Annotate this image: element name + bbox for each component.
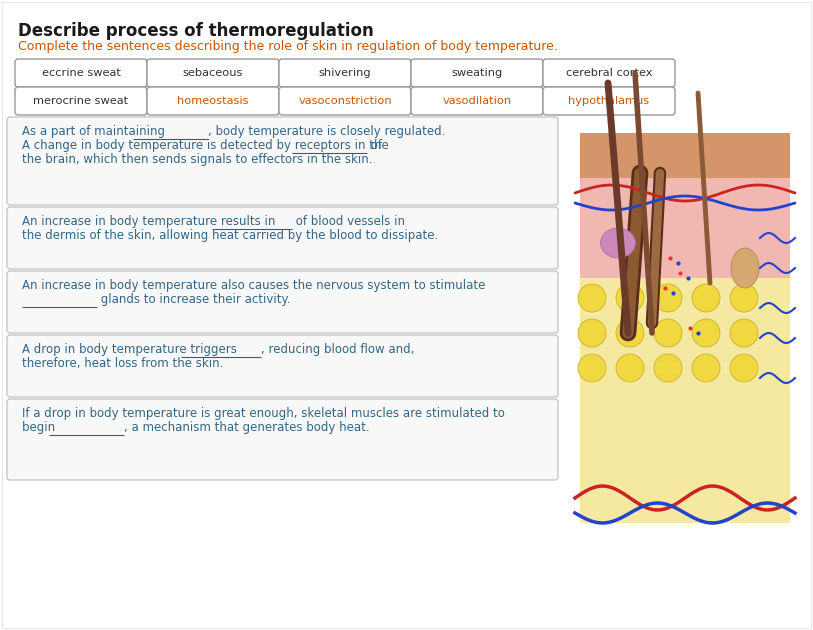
Circle shape <box>654 284 682 312</box>
Text: An increase in body temperature also causes the nervous system to stimulate: An increase in body temperature also cau… <box>22 279 485 292</box>
Ellipse shape <box>601 228 636 258</box>
Text: cerebral cortex: cerebral cortex <box>566 68 652 78</box>
FancyBboxPatch shape <box>580 133 790 523</box>
Text: the brain, which then sends signals to effectors in the skin.: the brain, which then sends signals to e… <box>22 153 372 166</box>
FancyBboxPatch shape <box>7 271 558 333</box>
Circle shape <box>616 354 644 382</box>
Text: An increase in body temperature results in: An increase in body temperature results … <box>22 215 279 228</box>
FancyBboxPatch shape <box>279 59 411 87</box>
Text: begin: begin <box>22 421 59 434</box>
Text: homeostasis: homeostasis <box>177 96 249 106</box>
Text: of blood vessels in: of blood vessels in <box>292 215 405 228</box>
FancyBboxPatch shape <box>147 59 279 87</box>
FancyBboxPatch shape <box>7 207 558 269</box>
Text: , a mechanism that generates body heat.: , a mechanism that generates body heat. <box>124 421 369 434</box>
Text: vasoconstriction: vasoconstriction <box>298 96 392 106</box>
Polygon shape <box>580 178 790 278</box>
Text: Describe process of thermoregulation: Describe process of thermoregulation <box>18 22 374 40</box>
Circle shape <box>730 319 758 347</box>
Text: Complete the sentences describing the role of skin in regulation of body tempera: Complete the sentences describing the ro… <box>18 40 558 53</box>
FancyBboxPatch shape <box>543 59 675 87</box>
Text: of: of <box>367 139 381 152</box>
FancyBboxPatch shape <box>15 87 147 115</box>
Polygon shape <box>580 278 790 523</box>
Circle shape <box>692 319 720 347</box>
Text: merocrine sweat: merocrine sweat <box>33 96 128 106</box>
Circle shape <box>730 284 758 312</box>
Text: shivering: shivering <box>319 68 372 78</box>
Text: the dermis of the skin, allowing heat carried by the blood to dissipate.: the dermis of the skin, allowing heat ca… <box>22 229 438 242</box>
Circle shape <box>692 354 720 382</box>
FancyBboxPatch shape <box>7 335 558 397</box>
Text: As a part of maintaining: As a part of maintaining <box>22 125 169 138</box>
Text: glands to increase their activity.: glands to increase their activity. <box>97 293 290 306</box>
Circle shape <box>578 354 606 382</box>
Circle shape <box>578 319 606 347</box>
Text: hypothalamus: hypothalamus <box>568 96 650 106</box>
FancyBboxPatch shape <box>411 87 543 115</box>
FancyBboxPatch shape <box>279 87 411 115</box>
Text: , reducing blood flow and,: , reducing blood flow and, <box>261 343 415 356</box>
Circle shape <box>616 319 644 347</box>
Polygon shape <box>580 133 790 178</box>
FancyBboxPatch shape <box>7 399 558 480</box>
Text: , body temperature is closely regulated.: , body temperature is closely regulated. <box>207 125 445 138</box>
Text: If a drop in body temperature is great enough, skeletal muscles are stimulated t: If a drop in body temperature is great e… <box>22 407 505 420</box>
Circle shape <box>692 284 720 312</box>
Circle shape <box>730 354 758 382</box>
Text: A change in body temperature is detected by receptors in the: A change in body temperature is detected… <box>22 139 393 152</box>
Circle shape <box>654 319 682 347</box>
Circle shape <box>654 354 682 382</box>
Text: A drop in body temperature triggers: A drop in body temperature triggers <box>22 343 241 356</box>
FancyBboxPatch shape <box>543 87 675 115</box>
Text: eccrine sweat: eccrine sweat <box>41 68 120 78</box>
Text: sebaceous: sebaceous <box>183 68 243 78</box>
Text: vasodilation: vasodilation <box>442 96 511 106</box>
Text: sweating: sweating <box>451 68 502 78</box>
Circle shape <box>578 284 606 312</box>
FancyBboxPatch shape <box>15 59 147 87</box>
FancyBboxPatch shape <box>7 117 558 205</box>
FancyBboxPatch shape <box>411 59 543 87</box>
Circle shape <box>616 284 644 312</box>
Ellipse shape <box>731 248 759 288</box>
Text: therefore, heat loss from the skin.: therefore, heat loss from the skin. <box>22 357 224 370</box>
FancyBboxPatch shape <box>147 87 279 115</box>
